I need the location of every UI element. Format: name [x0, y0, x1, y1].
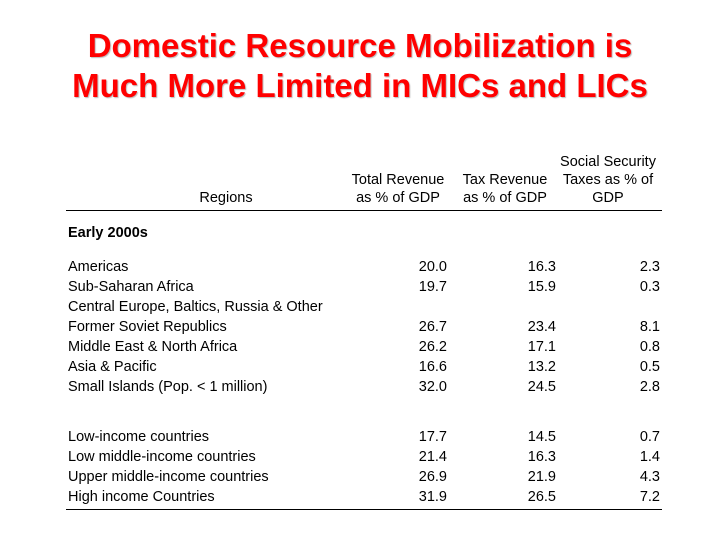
header-tax-line-1: Tax Revenue [462, 172, 548, 188]
tax-revenue-value: 16.3 [527, 449, 556, 465]
header-ss-line-3: GDP [592, 190, 624, 206]
row-name-line-1: Central Europe, Baltics, Russia & Other [68, 299, 323, 315]
row-name: Sub-Saharan Africa [68, 279, 194, 295]
table-header: Regions Total Revenue as % of GDP Tax Re… [66, 152, 662, 211]
social-security-value: 0.7 [639, 429, 660, 445]
tax-revenue-value: 15.9 [527, 279, 556, 295]
table-row: High income Countries 31.9 26.5 7.2 [66, 487, 662, 507]
social-security-value: 0.5 [639, 359, 660, 375]
tax-revenue-value: 13.2 [527, 359, 556, 375]
revenue-table: Regions Total Revenue as % of GDP Tax Re… [66, 152, 662, 510]
table-row: Low middle-income countries 21.4 16.3 1.… [66, 447, 662, 467]
row-name: Upper middle-income countries [68, 469, 269, 485]
table-row: Central Europe, Baltics, Russia & Other … [66, 297, 662, 337]
row-name: Central Europe, Baltics, Russia & Other … [68, 297, 368, 337]
tax-revenue-value: 17.1 [527, 339, 556, 355]
header-total-revenue: Total Revenue as % of GDP [338, 171, 458, 207]
tax-revenue-value: 23.4 [527, 319, 556, 335]
row-name: Middle East & North Africa [68, 339, 238, 355]
social-security-value: 1.4 [639, 449, 660, 465]
income-rows: Low-income countries 17.7 14.5 0.7 Low m… [66, 427, 662, 507]
tax-revenue-value: 24.5 [527, 379, 556, 395]
social-security-value: 7.2 [639, 489, 660, 505]
table-bottom-rule [66, 509, 662, 510]
row-name-line-2: Former Soviet Republics [68, 319, 227, 335]
total-revenue-value: 26.7 [418, 319, 447, 335]
table-row: Upper middle-income countries 26.9 21.9 … [66, 467, 662, 487]
section-label: Early 2000s [68, 225, 148, 241]
social-security-value: 2.8 [639, 379, 660, 395]
table-row: Sub-Saharan Africa 19.7 15.9 0.3 [66, 277, 662, 297]
slide-title-line-1: Domestic Resource Mobilization is [87, 27, 633, 64]
table-row: Americas 20.0 16.3 2.3 [66, 257, 662, 277]
header-regions: Regions [126, 189, 326, 207]
total-revenue-value: 16.6 [418, 359, 447, 375]
header-total-line-2: as % of GDP [356, 190, 440, 206]
tax-revenue-value: 21.9 [527, 469, 556, 485]
total-revenue-value: 31.9 [418, 489, 447, 505]
row-gap [66, 397, 662, 427]
total-revenue-value: 26.2 [418, 339, 447, 355]
tax-revenue-value: 16.3 [527, 259, 556, 275]
table-row: Small Islands (Pop. < 1 million) 32.0 24… [66, 377, 662, 397]
header-regions-label: Regions [199, 190, 253, 206]
slide-title-line-2: Much More Limited in MICs and LICs [72, 67, 648, 104]
total-revenue-value: 21.4 [418, 449, 447, 465]
header-tax-line-2: as % of GDP [463, 190, 547, 206]
row-name: Small Islands (Pop. < 1 million) [68, 379, 268, 395]
region-rows: Americas 20.0 16.3 2.3 Sub-Saharan Afric… [66, 257, 662, 397]
social-security-value: 0.3 [639, 279, 660, 295]
row-name: Low middle-income countries [68, 449, 256, 465]
header-total-line-1: Total Revenue [351, 172, 445, 188]
table-row: Middle East & North Africa 26.2 17.1 0.8 [66, 337, 662, 357]
social-security-value: 4.3 [639, 469, 660, 485]
header-tax-revenue: Tax Revenue as % of GDP [450, 171, 560, 207]
header-ss-line-2: Taxes as % of [562, 172, 654, 188]
slide-title: Domestic Resource Mobilization is Much M… [0, 26, 720, 106]
header-social-security: Social Security Taxes as % of GDP [552, 153, 664, 207]
row-name: High income Countries [68, 489, 215, 505]
header-ss-line-1: Social Security [560, 154, 656, 170]
total-revenue-value: 26.9 [418, 469, 447, 485]
row-name: Low-income countries [68, 429, 210, 445]
table-row: Low-income countries 17.7 14.5 0.7 [66, 427, 662, 447]
table-row: Asia & Pacific 16.6 13.2 0.5 [66, 357, 662, 377]
total-revenue-value: 20.0 [418, 259, 447, 275]
social-security-value: 8.1 [639, 319, 660, 335]
tax-revenue-value: 14.5 [527, 429, 556, 445]
row-name: Americas [68, 259, 129, 275]
row-name: Asia & Pacific [68, 359, 157, 375]
social-security-value: 2.3 [639, 259, 660, 275]
tax-revenue-value: 26.5 [527, 489, 556, 505]
total-revenue-value: 32.0 [418, 379, 447, 395]
social-security-value: 0.8 [639, 339, 660, 355]
total-revenue-value: 17.7 [418, 429, 447, 445]
total-revenue-value: 19.7 [418, 279, 447, 295]
